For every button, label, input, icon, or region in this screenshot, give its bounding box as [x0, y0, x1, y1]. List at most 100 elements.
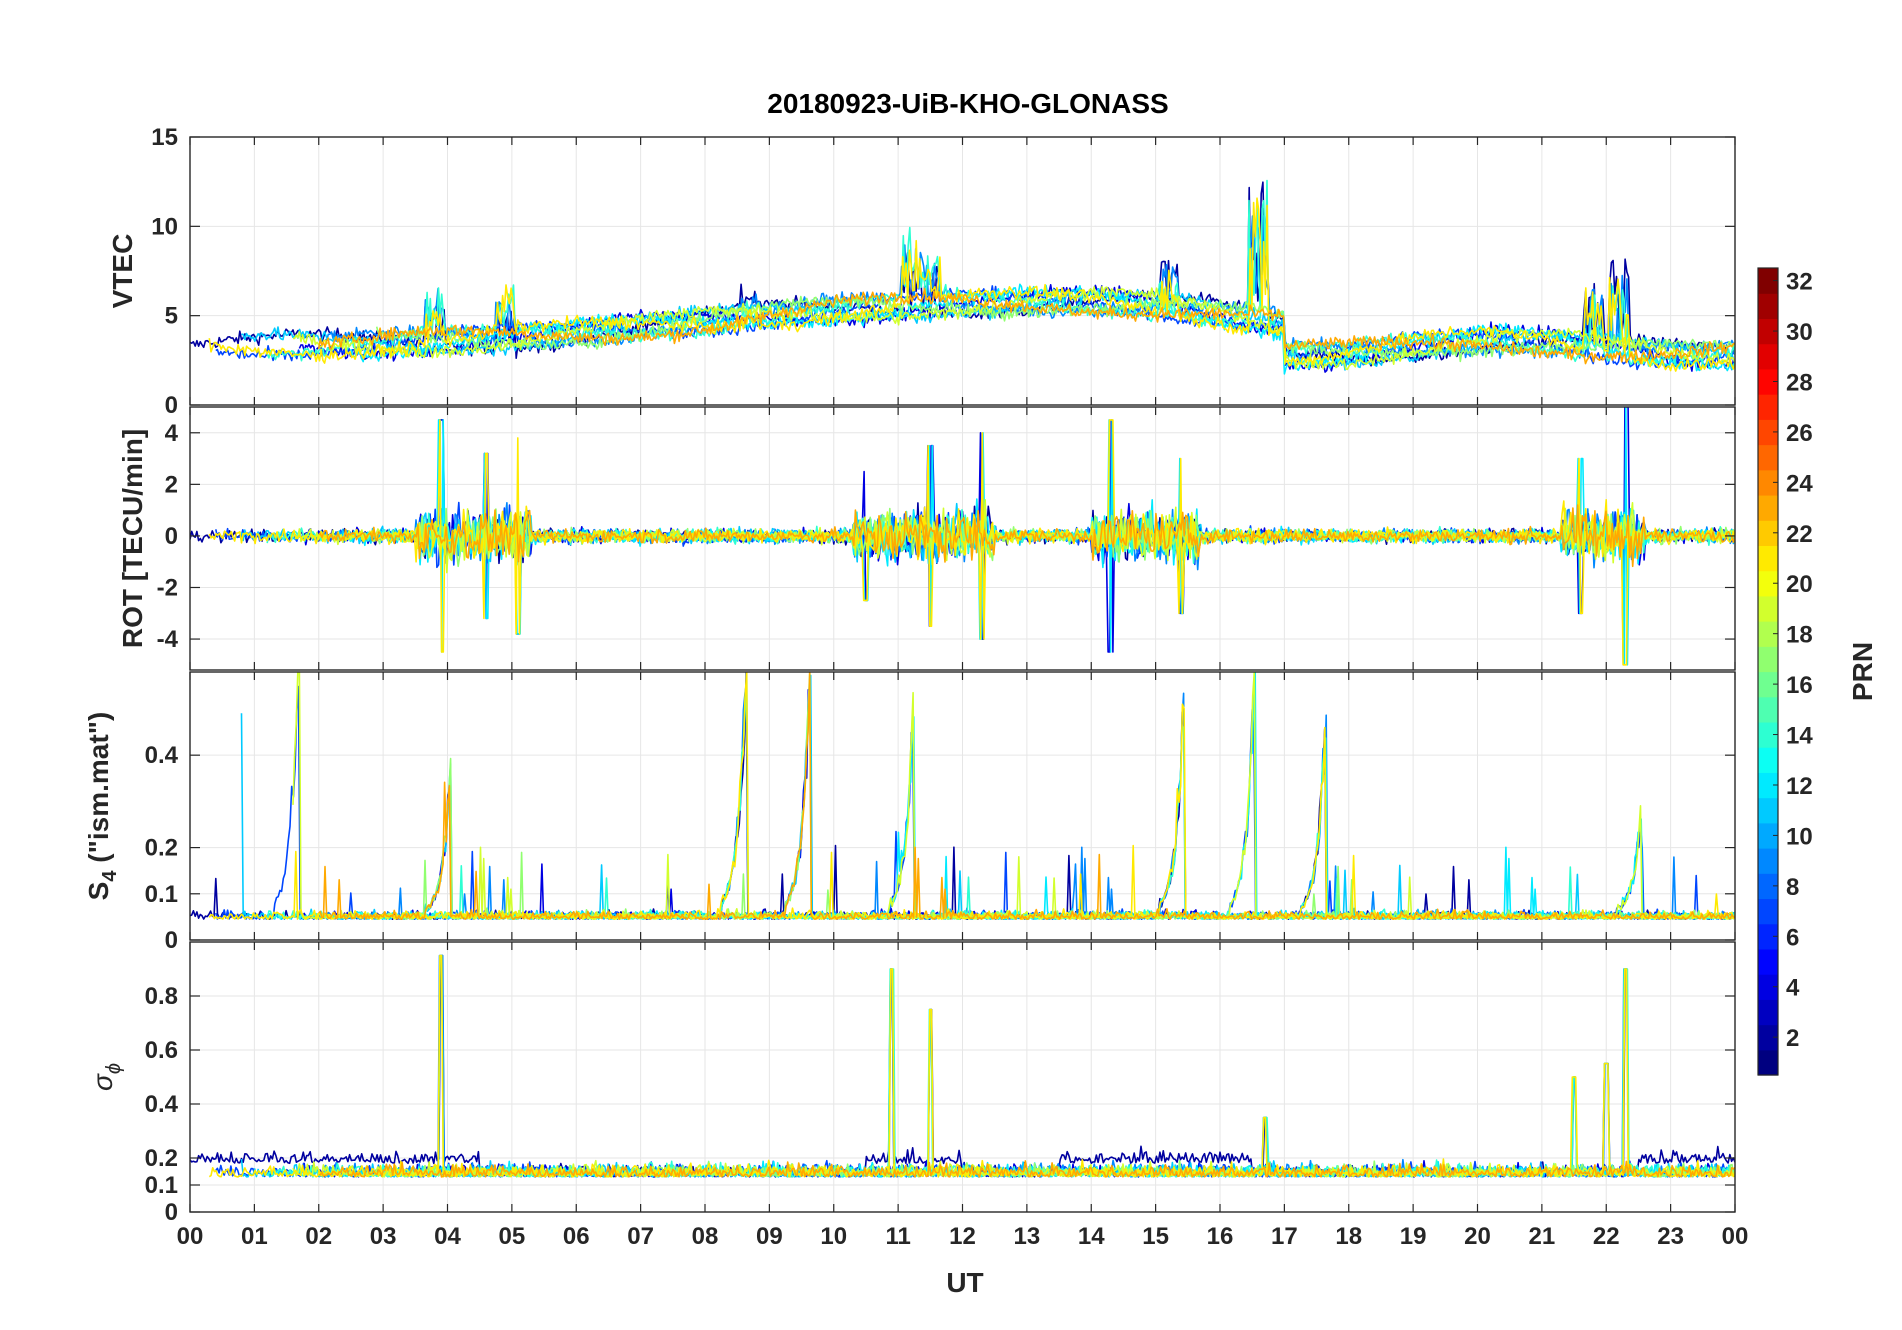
colorbar-tick-label: 32: [1786, 269, 1813, 296]
series-line-prn-12: [350, 283, 1735, 375]
panel-sigmaphi: 00 01 02 03 04 05 06 07 08 09 10 11 12 13 14 15 16 17 18 19…: [87, 941, 1749, 1250]
x-tick-label: 15: [1142, 1223, 1169, 1250]
y-tick-label: 0.1: [145, 1172, 178, 1199]
colorbar-segment: [1758, 747, 1778, 773]
y-tick-label: 5: [165, 303, 178, 330]
x-tick-label: 06: [563, 1223, 590, 1250]
colorbar-tick-label: 8: [1786, 874, 1799, 901]
y-tick-label: 0.4: [145, 1091, 179, 1118]
x-tick-label: 05: [499, 1223, 526, 1250]
colorbar-segment: [1758, 520, 1778, 547]
x-tick-label: 08: [692, 1223, 719, 1250]
colorbar-tick-label: 24: [1786, 470, 1813, 497]
colorbar-segment: [1758, 318, 1778, 345]
y-tick-label: 0: [165, 1199, 178, 1226]
series-line-prn-21: [208, 672, 1735, 920]
series-line-prn-19: [293, 285, 1735, 371]
colorbar-segment: [1758, 545, 1778, 572]
colorbar-tick-label: 10: [1786, 823, 1813, 850]
y-axis-label: VTEC: [107, 234, 138, 309]
colorbar-segment: [1758, 671, 1778, 698]
y-tick-label: 0.8: [145, 983, 178, 1010]
colorbar-segment: [1758, 293, 1778, 320]
colorbar-segment: [1758, 848, 1778, 874]
colorbar-tick-label: 6: [1786, 924, 1799, 951]
colorbar-segment: [1758, 494, 1778, 521]
colorbar-segment: [1758, 343, 1778, 370]
colorbar-segment: [1758, 974, 1778, 1000]
y-tick-label: 0.2: [145, 835, 178, 862]
x-tick-label: 00: [177, 1223, 204, 1250]
colorbar-tick-label: 14: [1786, 723, 1813, 750]
y-tick-label: 0: [165, 927, 178, 954]
y-axis-label: σϕ: [87, 1063, 125, 1091]
y-tick-label: 0.4: [145, 742, 179, 769]
x-tick-label: 00: [1722, 1223, 1749, 1250]
x-tick-label: 07: [627, 1223, 654, 1250]
x-tick-label: 11: [885, 1223, 910, 1250]
colorbar-segment: [1758, 570, 1778, 597]
x-tick-label: 19: [1400, 1223, 1427, 1250]
y-tick-label: 0.1: [145, 881, 178, 908]
colorbar-tick-label: 12: [1786, 773, 1813, 800]
y-tick-label: 4: [165, 420, 179, 447]
series-group: [190, 407, 1735, 666]
panel-s4: 0 0.1 0.2 0.4 S4 ("ism.mat"): [83, 671, 1736, 954]
colorbar-segment: [1758, 268, 1778, 294]
series-line-prn-23: [318, 504, 1735, 568]
panel-vtec: 0 5 10 15 VTEC: [107, 124, 1736, 419]
colorbar-tick-label: 22: [1786, 521, 1813, 548]
chart-title: 20180923-UiB-KHO-GLONASS: [767, 88, 1168, 119]
y-tick-label: 10: [151, 213, 178, 240]
colorbar-segment: [1758, 621, 1778, 647]
x-axis-label: UT: [946, 1267, 983, 1298]
colorbar-segment: [1758, 444, 1778, 471]
series-group: [190, 179, 1735, 375]
colorbar-tick-label: 30: [1786, 319, 1813, 346]
colorbar-tick-label: 16: [1786, 672, 1813, 699]
x-tick-label: 10: [820, 1223, 847, 1250]
colorbar-tick-label: 2: [1786, 1025, 1799, 1052]
y-tick-label: -2: [157, 574, 178, 601]
series-line-prn-23: [318, 287, 1735, 365]
x-tick-label: 09: [756, 1223, 783, 1250]
colorbar-tick-label: 18: [1786, 622, 1813, 649]
colorbar-segment: [1758, 772, 1778, 799]
colorbar-segment: [1758, 646, 1778, 673]
x-tick-label: 03: [370, 1223, 397, 1250]
x-tick-label: 14: [1078, 1223, 1105, 1250]
colorbar-segment: [1758, 595, 1778, 622]
series-group: [190, 672, 1735, 920]
colorbar-box: [1757, 267, 1779, 1076]
colorbar-tick-label: 26: [1786, 420, 1813, 447]
series-line-prn-23: [318, 672, 1735, 920]
colorbar-segment: [1758, 797, 1778, 824]
y-tick-label: 15: [151, 124, 178, 151]
x-tick-label: 23: [1657, 1223, 1684, 1250]
y-tick-label: 0: [165, 523, 178, 550]
x-tick-label: 20: [1464, 1223, 1491, 1250]
colorbar-segment: [1758, 721, 1778, 748]
colorbar-segment: [1758, 419, 1778, 446]
y-axis-label: ROT [TECU/min]: [117, 429, 148, 648]
x-tick-label: 17: [1271, 1223, 1298, 1250]
panel-rot: -4 -2 0 2 4 ROT [TECU/min]: [117, 406, 1736, 671]
x-tick-label: 02: [305, 1223, 332, 1250]
y-tick-label: 2: [165, 471, 178, 498]
colorbar-segment: [1758, 999, 1778, 1026]
colorbar-segment: [1758, 822, 1778, 849]
colorbar-segment: [1758, 1049, 1778, 1076]
x-tick-label: 01: [241, 1223, 268, 1250]
y-tick-label: 0.2: [145, 1145, 178, 1172]
x-tick-label: 22: [1593, 1223, 1620, 1250]
colorbar-segment: [1758, 368, 1778, 395]
y-tick-label: 0: [165, 392, 178, 419]
y-axis-label: S4 ("ism.mat"): [83, 712, 121, 901]
colorbar-segment: [1758, 873, 1778, 900]
x-tick-label: 13: [1014, 1223, 1041, 1250]
y-tick-label: 0.6: [145, 1037, 178, 1064]
y-tick-label: -4: [157, 626, 179, 653]
series-line-prn-21: [208, 197, 1735, 372]
colorbar-segment: [1758, 394, 1778, 420]
